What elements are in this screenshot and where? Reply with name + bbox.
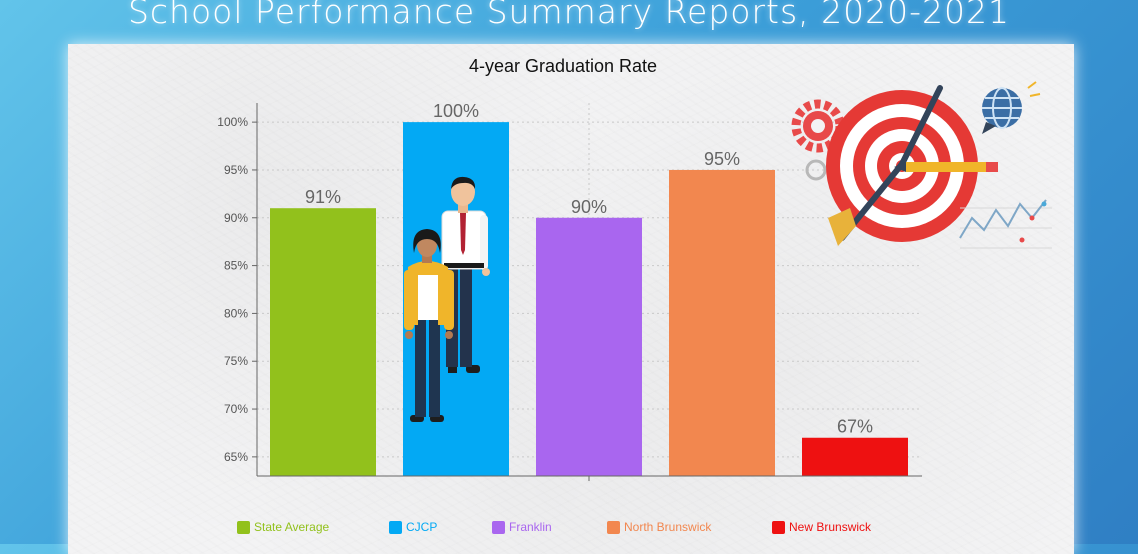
chart-legend: State Average CJCP Franklin North Brunswick…	[0, 520, 1138, 536]
woman-figure	[404, 229, 454, 422]
axis-layer	[252, 103, 922, 481]
y-tick-label: 70%	[224, 402, 248, 416]
y-tick-label: 75%	[224, 354, 248, 368]
bar-value-label: 95%	[704, 149, 740, 169]
legend-item[interactable]: North Brunswick	[607, 520, 711, 534]
pencil-icon	[894, 162, 998, 172]
y-tick-label: 85%	[224, 259, 248, 273]
y-tick-label: 100%	[217, 115, 248, 129]
legend-label: CJCP	[406, 520, 438, 534]
bar-franklin	[536, 217, 642, 476]
bar-value-label: 90%	[571, 197, 607, 217]
chart-title: 4-year Graduation Rate	[469, 56, 657, 76]
bar-state-average	[270, 208, 376, 476]
bar-value-label: 67%	[837, 417, 873, 437]
globe-icon	[982, 81, 1041, 134]
legend-item[interactable]: Franklin	[492, 520, 552, 534]
people-illustration	[404, 176, 490, 422]
arrow-icon	[828, 85, 943, 246]
legend-swatch	[607, 520, 620, 534]
page-title: School Performance Summary Reports, 2020…	[127, 0, 1011, 31]
legend-swatch	[772, 520, 785, 534]
legend-label: Franklin	[509, 520, 552, 534]
legend-item[interactable]: State Average	[237, 520, 329, 534]
labels-layer: 65% 70% 75% 80% 85% 90% 95% 100% 91% 100% 90% 95% 67…	[217, 101, 873, 464]
legend-label: North Brunswick	[624, 520, 712, 534]
legend-swatch	[492, 520, 505, 534]
bar-north-brunswick	[669, 169, 775, 476]
legend-label: New Brunswick	[789, 520, 872, 534]
legend-swatch	[389, 520, 402, 534]
y-tick-label: 90%	[224, 211, 248, 225]
legend-item[interactable]: New Brunswick	[772, 520, 871, 534]
line-chart-icon	[959, 199, 1052, 249]
legend-item[interactable]: CJCP	[389, 520, 437, 534]
legend-label: State Average	[254, 520, 330, 534]
bar-value-label: 91%	[305, 187, 341, 207]
target-illustration	[791, 81, 1052, 249]
y-tick-label: 95%	[224, 163, 248, 177]
y-tick-label: 80%	[224, 306, 248, 320]
bar-new-brunswick	[802, 437, 908, 476]
bar-value-label: 100%	[433, 101, 479, 121]
legend-swatch	[237, 520, 250, 534]
y-tick-label: 65%	[224, 450, 248, 464]
